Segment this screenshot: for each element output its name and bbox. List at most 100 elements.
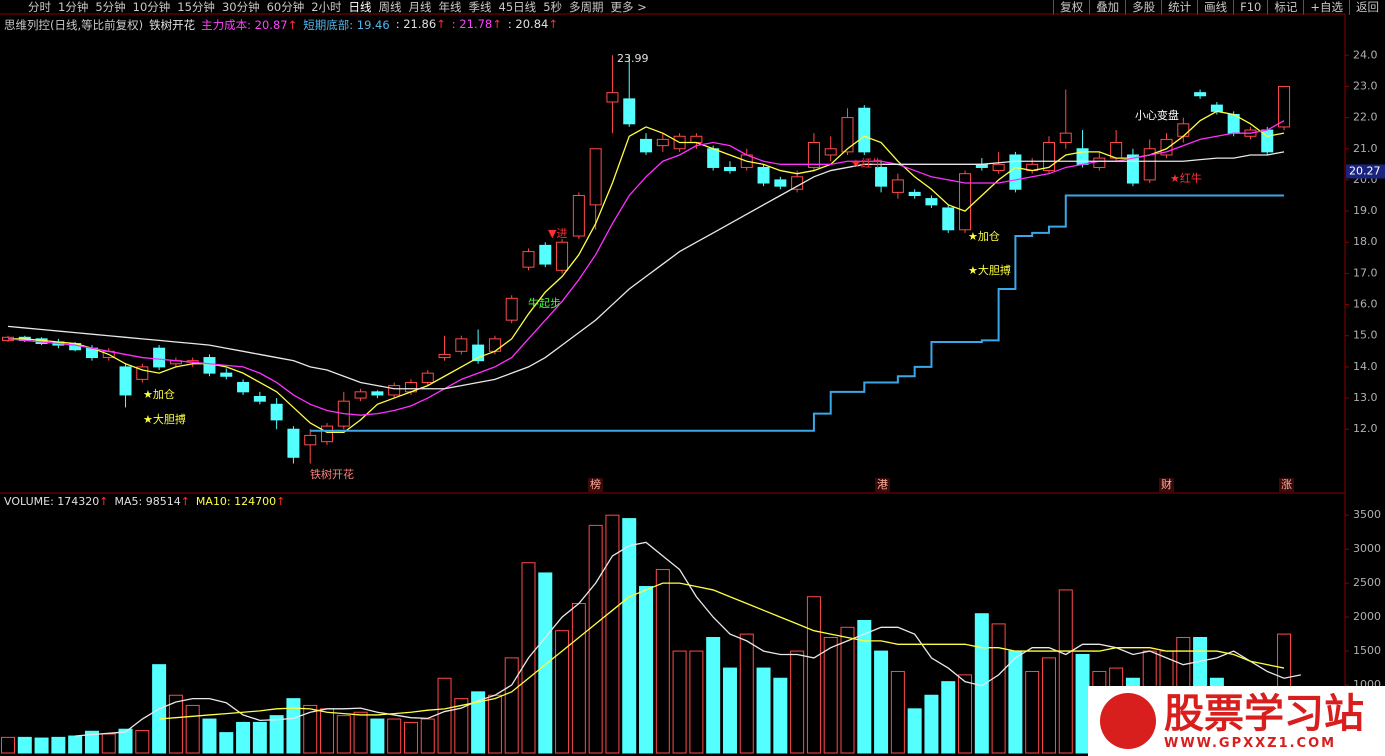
legend-arrow: ↑ bbox=[436, 17, 446, 31]
period-tab[interactable]: 10分钟 bbox=[132, 0, 171, 14]
period-tab[interactable]: 5分钟 bbox=[95, 0, 126, 14]
period-tab[interactable]: 周线 bbox=[378, 0, 402, 14]
legend-arrow: ↑ bbox=[180, 495, 190, 508]
tool-button[interactable]: +自选 bbox=[1303, 0, 1349, 15]
legend-text: 主力成本: 20.87 bbox=[201, 18, 288, 32]
volume-bar bbox=[454, 698, 469, 754]
volume-bar bbox=[17, 736, 32, 754]
legend-item: 主力成本: 20.87↑ bbox=[201, 17, 297, 33]
legend-text: MA5: 98514 bbox=[114, 495, 181, 508]
period-tab[interactable]: 季线 bbox=[468, 0, 492, 14]
y-tick-label: 3500 bbox=[1353, 508, 1381, 521]
event-marker-box bbox=[588, 478, 603, 492]
candle-body bbox=[757, 166, 770, 184]
candle-body bbox=[858, 107, 871, 153]
volume-bar bbox=[185, 704, 200, 754]
candle-body bbox=[1042, 142, 1055, 172]
candle-body bbox=[606, 92, 619, 103]
event-marker: 财 bbox=[1161, 477, 1172, 491]
event-marker: 榜 bbox=[590, 477, 601, 491]
annotation: ★大胆搏 bbox=[143, 412, 186, 426]
tool-button[interactable]: F10 bbox=[1233, 0, 1267, 15]
period-tab[interactable]: 年线 bbox=[438, 0, 462, 14]
period-tab[interactable]: 30分钟 bbox=[221, 0, 260, 14]
period-tab[interactable]: 5秒 bbox=[543, 0, 563, 14]
candle-body bbox=[455, 338, 468, 352]
y-tick-label: 12.0 bbox=[1353, 422, 1378, 435]
candle-body bbox=[791, 176, 804, 190]
tool-button[interactable]: 返回 bbox=[1349, 0, 1385, 15]
watermark-logo bbox=[1100, 693, 1156, 749]
candle-body bbox=[690, 135, 703, 144]
legend-text: : 21.86 bbox=[395, 17, 437, 31]
period-tab[interactable]: 1分钟 bbox=[58, 0, 89, 14]
period-tab[interactable]: 月线 bbox=[408, 0, 432, 14]
legend-arrow: ↑ bbox=[276, 495, 286, 508]
volume-bar bbox=[974, 613, 989, 754]
candle-body bbox=[925, 198, 938, 206]
volume-bar bbox=[924, 694, 939, 754]
tool-button[interactable]: 复权 bbox=[1053, 0, 1089, 15]
volume-bar bbox=[471, 691, 486, 754]
y-tick-label: 23.0 bbox=[1353, 79, 1378, 92]
volume-bar bbox=[739, 633, 754, 754]
event-marker-box bbox=[1159, 478, 1174, 492]
tool-button[interactable]: 画线 bbox=[1197, 0, 1233, 15]
tool-button[interactable]: 标记 bbox=[1267, 0, 1303, 15]
legend-item: MA5: 98514↑ bbox=[114, 495, 189, 508]
annotation: ★大胆搏 bbox=[968, 263, 1011, 277]
volume-bar bbox=[1008, 650, 1023, 754]
volume-bar bbox=[68, 735, 83, 754]
volume-bar bbox=[168, 694, 183, 754]
legend-item: MA10: 124700↑ bbox=[196, 495, 285, 508]
period-tab[interactable]: 45日线 bbox=[498, 0, 537, 14]
volume-bar bbox=[991, 623, 1006, 754]
volume-bar bbox=[1041, 657, 1056, 754]
volume-bar bbox=[1, 736, 15, 754]
tool-button[interactable]: 统计 bbox=[1161, 0, 1197, 15]
candle-body bbox=[1143, 148, 1156, 181]
annotation: ★红牛 bbox=[1170, 171, 1202, 185]
period-tab[interactable]: 60分钟 bbox=[266, 0, 305, 14]
period-tab[interactable]: 日线 bbox=[348, 0, 372, 14]
volume-legend: VOLUME: 174320↑ MA5: 98514↑ MA10: 124700↑ bbox=[4, 495, 285, 508]
volume-bar bbox=[588, 524, 603, 754]
period-tab[interactable]: 15分钟 bbox=[177, 0, 215, 14]
candle-body bbox=[1059, 132, 1072, 144]
candle-body bbox=[354, 391, 367, 399]
annotation: ★红牛 bbox=[851, 156, 883, 170]
indicator-line bbox=[75, 541, 1301, 737]
candle-body bbox=[707, 148, 720, 168]
volume-bar bbox=[555, 630, 570, 754]
volume-bar bbox=[722, 667, 737, 754]
volume-bar bbox=[655, 569, 670, 754]
period-tab[interactable]: 分时 bbox=[28, 0, 51, 14]
volume-bar bbox=[303, 704, 318, 754]
period-tab[interactable]: 多周期 bbox=[569, 0, 604, 14]
volume-bar bbox=[370, 718, 385, 754]
candle-body bbox=[807, 142, 820, 168]
legend-arrow: ↑ bbox=[287, 18, 298, 32]
indicator-line bbox=[7, 151, 1285, 390]
tool-button[interactable]: 叠加 bbox=[1089, 0, 1125, 15]
candle-body bbox=[421, 372, 434, 383]
tool-button[interactable]: 多股 bbox=[1125, 0, 1161, 15]
period-tab[interactable]: 2小时 bbox=[311, 0, 342, 14]
candle-body bbox=[640, 138, 653, 153]
annotation: 23.99 bbox=[617, 52, 649, 65]
candle-body bbox=[203, 357, 216, 374]
period-tab[interactable]: 更多 > bbox=[610, 0, 647, 14]
candle-body bbox=[556, 241, 569, 271]
y-tick-label: 1500 bbox=[1353, 644, 1381, 657]
tool-buttons: 复权 叠加 多股 统计 画线 F10 标记 +自选 返回 bbox=[1053, 0, 1385, 15]
candle-body bbox=[539, 244, 552, 265]
volume-bar bbox=[1025, 670, 1040, 754]
volume-bar bbox=[1058, 589, 1073, 754]
candle-body bbox=[623, 98, 636, 125]
volume-bar bbox=[706, 636, 721, 754]
legend-text: 短期底部: 19.46 bbox=[303, 18, 390, 32]
candle-body bbox=[656, 138, 669, 147]
annotation: ▼进 bbox=[548, 227, 567, 240]
volume-bar bbox=[101, 733, 116, 754]
